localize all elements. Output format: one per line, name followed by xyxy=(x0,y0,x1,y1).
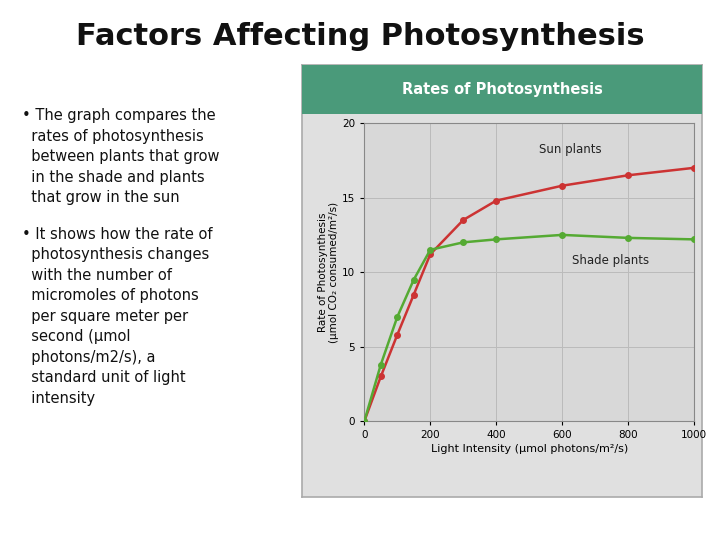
Text: photons/m2/s), a: photons/m2/s), a xyxy=(22,350,155,365)
X-axis label: Light Intensity (μmol photons/m²/s): Light Intensity (μmol photons/m²/s) xyxy=(431,444,628,454)
Text: intensity: intensity xyxy=(22,391,95,406)
Text: with the number of: with the number of xyxy=(22,268,171,283)
Text: per square meter per: per square meter per xyxy=(22,309,188,324)
Text: standard unit of light: standard unit of light xyxy=(22,370,185,386)
Text: Factors Affecting Photosynthesis: Factors Affecting Photosynthesis xyxy=(76,22,644,51)
Text: in the shade and plants: in the shade and plants xyxy=(22,170,204,185)
Text: Rates of Photosynthesis: Rates of Photosynthesis xyxy=(402,82,603,97)
Text: Sun plants: Sun plants xyxy=(539,143,602,156)
Text: that grow in the sun: that grow in the sun xyxy=(22,190,179,205)
Text: micromoles of photons: micromoles of photons xyxy=(22,288,198,303)
Text: Shade plants: Shade plants xyxy=(572,254,649,267)
Text: • The graph compares the: • The graph compares the xyxy=(22,108,215,123)
Text: • It shows how the rate of: • It shows how the rate of xyxy=(22,227,212,242)
Y-axis label: Rate of Photosynthesis
(μmol CO₂ consumed/m²/s): Rate of Photosynthesis (μmol CO₂ consume… xyxy=(318,201,339,343)
Text: second (μmol: second (μmol xyxy=(22,329,130,345)
Text: photosynthesis changes: photosynthesis changes xyxy=(22,247,209,262)
Text: rates of photosynthesis: rates of photosynthesis xyxy=(22,129,203,144)
Text: between plants that grow: between plants that grow xyxy=(22,149,219,164)
